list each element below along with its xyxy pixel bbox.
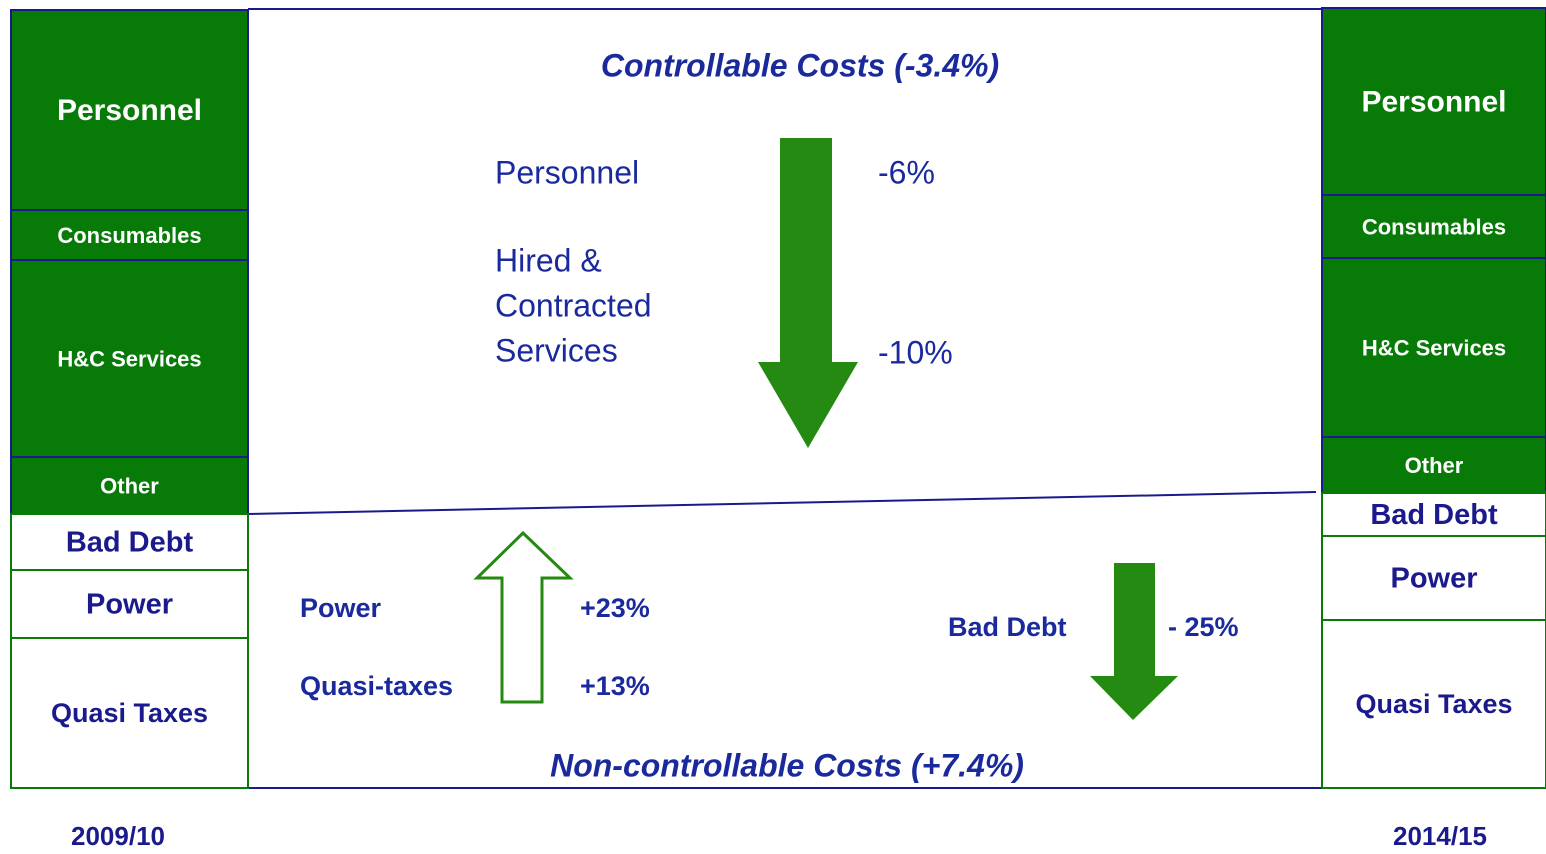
item-change: -10% xyxy=(878,334,953,370)
divider xyxy=(247,491,1317,515)
item-change: +13% xyxy=(580,671,650,701)
segment-label: Other xyxy=(1405,453,1464,478)
item-change: -6% xyxy=(878,154,935,190)
segment xyxy=(1321,619,1546,789)
title: Non-controllable Costs (+7.4%) xyxy=(550,747,1024,783)
segment xyxy=(1321,194,1546,259)
item-label: Personnel xyxy=(495,154,639,190)
segment-label: Other xyxy=(100,473,159,498)
segment xyxy=(10,9,249,211)
segment-label: Consumables xyxy=(1362,214,1506,239)
segment xyxy=(1321,257,1546,438)
segment xyxy=(10,513,249,571)
title: Controllable Costs (-3.4%) xyxy=(601,47,999,83)
segment xyxy=(10,637,249,789)
segment-label: Bad Debt xyxy=(1370,499,1498,531)
segment xyxy=(10,259,249,458)
item-label: Power xyxy=(300,593,382,623)
down-arrow-small xyxy=(1090,563,1178,720)
up-arrow xyxy=(473,530,574,704)
segment xyxy=(1321,436,1546,494)
segment-label: Power xyxy=(86,589,173,621)
segment-label: H&C Services xyxy=(57,346,201,371)
down-arrow xyxy=(758,138,858,448)
item-label: Hired & xyxy=(495,242,602,278)
segment xyxy=(10,569,249,639)
segment-label: Power xyxy=(1390,563,1477,595)
segment-label: Personnel xyxy=(57,94,202,127)
segment xyxy=(1321,7,1546,196)
segment-label: H&C Services xyxy=(1362,335,1506,360)
year-label: 2009/10 xyxy=(71,821,165,851)
item-label: Bad Debt xyxy=(948,612,1067,642)
year-label: 2014/15 xyxy=(1393,821,1487,851)
item-label: Services xyxy=(495,332,618,368)
segment xyxy=(10,456,249,515)
item-label: Quasi-taxes xyxy=(300,671,453,701)
segment-label: Consumables xyxy=(57,223,201,248)
segment-label: Quasi Taxes xyxy=(51,698,208,728)
segment-label: Quasi Taxes xyxy=(1355,689,1512,719)
segment xyxy=(10,209,249,261)
segment-label: Personnel xyxy=(1361,85,1506,118)
segment-label: Bad Debt xyxy=(66,527,194,559)
item-change: - 25% xyxy=(1168,612,1239,642)
item-change: +23% xyxy=(580,593,650,623)
item-label: Contracted xyxy=(495,287,652,323)
